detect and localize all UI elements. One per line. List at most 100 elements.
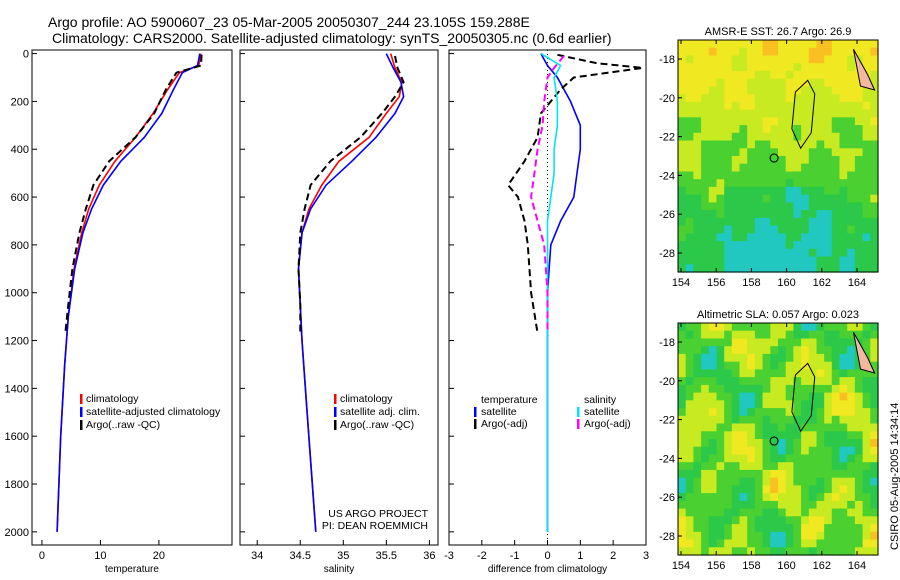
legend-label: Argo(-adj) (584, 418, 631, 430)
map-cell (854, 264, 864, 273)
map-cell (716, 148, 725, 157)
map-cell (831, 202, 841, 211)
map-cell (785, 439, 794, 448)
map-cell (824, 446, 833, 456)
map-cell (693, 531, 702, 541)
map-cell (793, 500, 802, 510)
panel-salinity: 34 34.5 35 35.5 36salinityclimatologysatelli… (239, 49, 439, 575)
map-cell (839, 233, 848, 242)
map-cell (824, 70, 833, 80)
map-cell (747, 248, 756, 258)
map-cell (870, 117, 879, 126)
map-cell (701, 462, 710, 471)
map-cell (747, 353, 756, 363)
map-cell (854, 101, 864, 111)
map-cell (770, 148, 779, 157)
map-cell (678, 516, 687, 525)
map-cell (731, 338, 741, 347)
map-cell (701, 186, 710, 196)
map-cell (724, 446, 733, 456)
map-cell (816, 423, 825, 432)
map-cell (747, 369, 756, 378)
map-cell (801, 70, 810, 80)
map-cell (724, 415, 733, 425)
map-y-tick-label: -26 (659, 209, 675, 221)
map-cell (839, 485, 848, 494)
map-cell (754, 408, 764, 417)
map-cell (847, 47, 856, 57)
map-cell (724, 117, 733, 126)
map-cell (870, 217, 879, 227)
map-cell (770, 233, 779, 242)
map-cell (708, 101, 718, 111)
map-cell (824, 408, 833, 417)
map-cell (693, 40, 702, 49)
map-cell (747, 400, 756, 409)
map-cell (693, 330, 702, 340)
map-cell (678, 117, 687, 126)
map-cell (762, 323, 771, 332)
map-cell (793, 392, 802, 401)
map-cell (693, 55, 702, 64)
map-cell (685, 446, 694, 456)
map-cell (754, 330, 764, 340)
map-cell (693, 439, 702, 448)
map-cell (770, 63, 779, 72)
map-cell (739, 531, 748, 541)
map-cell (731, 86, 741, 95)
map-cell (862, 179, 871, 188)
x-tick-label: 35 (337, 550, 349, 562)
map-cell (831, 248, 841, 258)
map-cell (678, 125, 687, 134)
map-cell (816, 408, 825, 417)
map-cell (708, 256, 718, 265)
map-cell (747, 384, 756, 394)
map-cell (801, 117, 810, 126)
map-cell (701, 70, 710, 80)
map-cell (693, 248, 702, 258)
map-cell (685, 531, 694, 541)
map-cell (839, 508, 848, 517)
x-tick-label: 1 (577, 550, 583, 562)
map-cell (862, 454, 871, 463)
map-cell (785, 469, 794, 479)
map-cell (685, 524, 694, 533)
map-cell (816, 400, 825, 409)
map-cell (708, 516, 718, 525)
map-cell (762, 94, 771, 103)
map-cell (816, 248, 825, 258)
map-cell (693, 493, 702, 502)
map-cell (785, 40, 794, 49)
map-cell (862, 109, 871, 118)
map-cell (693, 47, 702, 57)
map-cell (793, 415, 802, 425)
footer-timestamp: CSIRO 05-Aug-2005 14:34:14 (889, 402, 900, 550)
map-cell (747, 202, 756, 211)
map-cell (793, 377, 802, 386)
map-cell (778, 353, 787, 363)
map-cell (754, 369, 764, 378)
map-cell (808, 156, 818, 165)
map-cell (778, 241, 787, 250)
map-cell (870, 338, 879, 347)
map-cell (724, 47, 733, 57)
map-cell (854, 446, 864, 456)
map-cell (862, 156, 871, 165)
map-cell (854, 140, 864, 149)
map-cell (801, 330, 810, 340)
map-cell (678, 446, 687, 456)
map-cell (870, 377, 879, 386)
map-cell (762, 361, 771, 371)
map-cell (739, 132, 748, 142)
map-cell (747, 477, 756, 487)
map-cell (716, 132, 725, 142)
map-cell (831, 446, 841, 456)
map-cell (731, 361, 741, 371)
map-cell (847, 55, 856, 64)
map-cell (708, 109, 718, 118)
map-cell (816, 330, 825, 340)
map-cell (824, 109, 833, 118)
map-cell (701, 148, 710, 157)
argo-float-location-marker (769, 153, 779, 163)
map-cell (739, 346, 748, 355)
